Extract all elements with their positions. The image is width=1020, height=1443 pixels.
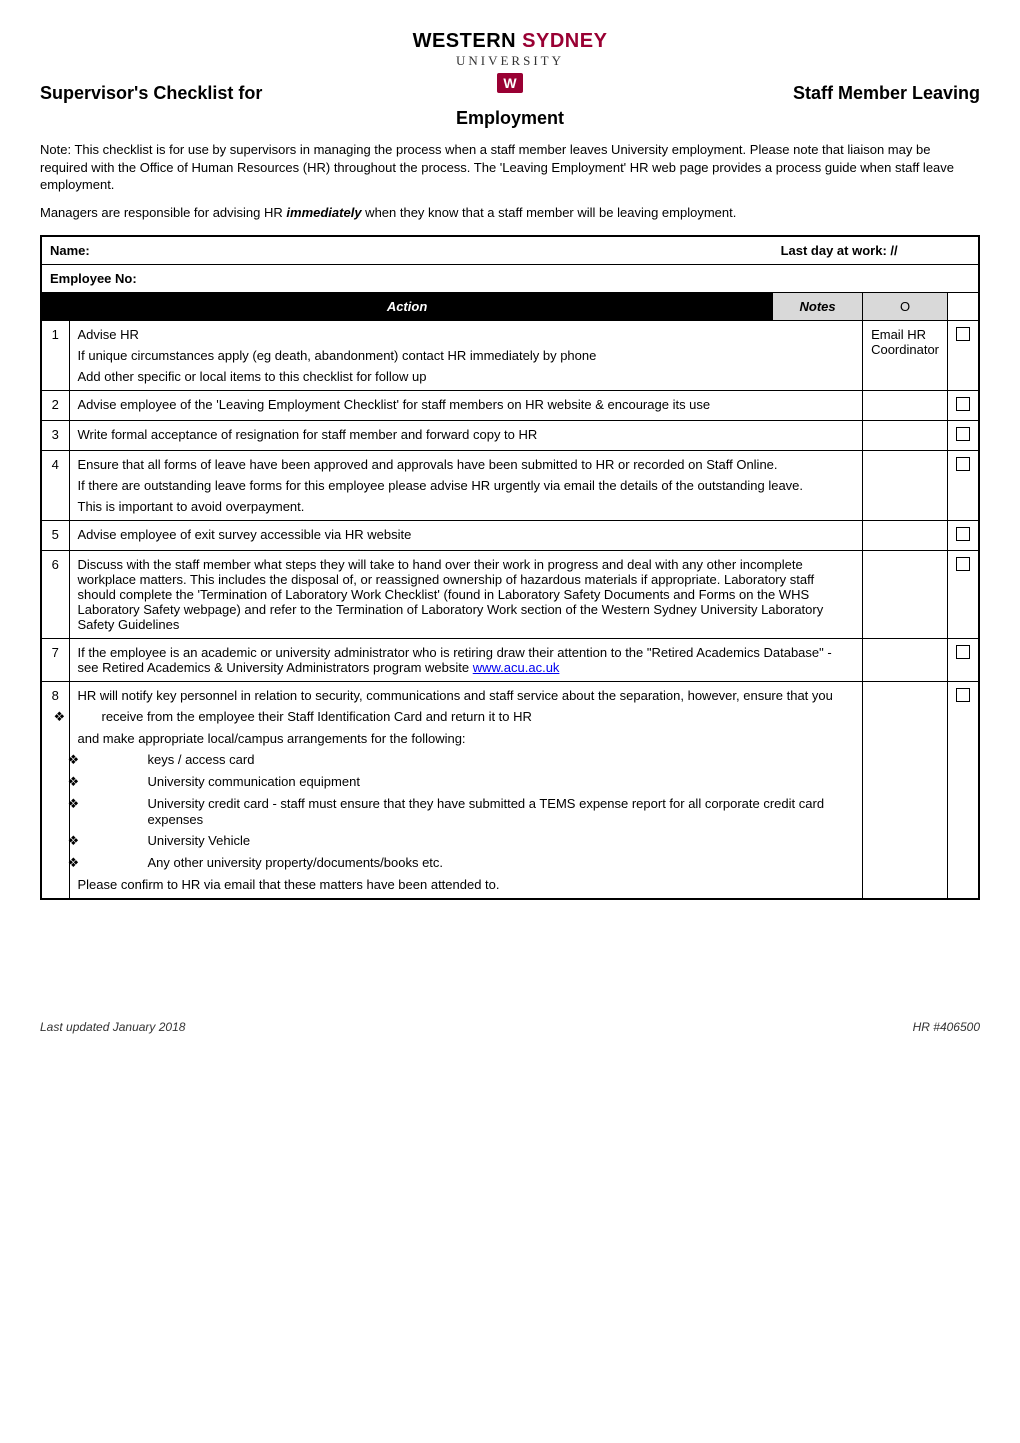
bullet-sub-item: ❖University Vehicle [78, 833, 855, 849]
title-right: Staff Member Leaving [793, 83, 980, 104]
action-cell: Ensure that all forms of leave have been… [69, 451, 863, 521]
action-text: If the employee is an academic or univer… [78, 645, 855, 675]
checkbox-icon[interactable] [956, 557, 970, 571]
bullet-sub-item: ❖keys / access card [78, 752, 855, 768]
action-cell: Advise employee of exit survey accessibl… [69, 521, 863, 551]
check-header: O [863, 293, 948, 321]
table-row: 8HR will notify key personnel in relatio… [41, 682, 979, 900]
action-text: HR will notify key personnel in relation… [78, 688, 855, 703]
table-row: 6Discuss with the staff member what step… [41, 551, 979, 639]
checkbox-cell[interactable] [948, 421, 980, 451]
checkbox-icon[interactable] [956, 397, 970, 411]
lastday-cell[interactable]: Last day at work: // [773, 236, 979, 265]
diamond-bullet-icon: ❖ [78, 709, 102, 725]
action-cell: Write formal acceptance of resignation f… [69, 421, 863, 451]
notes-cell [863, 639, 948, 682]
diamond-bullet-icon: ❖ [108, 774, 148, 790]
action-header: Action [41, 293, 773, 321]
table-row: 7 If the employee is an academic or unive… [41, 639, 979, 682]
intro-p2: Managers are responsible for advising HR… [40, 204, 980, 222]
diamond-bullet-icon: ❖ [108, 833, 148, 849]
footer-left: Last updated January 2018 [40, 1020, 185, 1034]
title-center: Employment [40, 108, 980, 129]
empno-row: Employee No: [41, 265, 979, 293]
page-footer: Last updated January 2018 HR #406500 [40, 1020, 980, 1034]
table-row: 3 Write formal acceptance of resignation … [41, 421, 979, 451]
checkbox-cell[interactable] [948, 451, 980, 521]
external-link[interactable]: www.acu.ac.uk [473, 660, 560, 675]
action-text: Ensure that all forms of leave have been… [78, 457, 855, 472]
action-cell: HR will notify key personnel in relation… [69, 682, 863, 900]
checkbox-icon[interactable] [956, 427, 970, 441]
row-number: 5 [41, 521, 69, 551]
notes-cell [863, 521, 948, 551]
action-text: Add other specific or local items to thi… [78, 369, 855, 384]
row-number: 6 [41, 551, 69, 639]
row-number: 3 [41, 421, 69, 451]
logo-line1: WESTERN SYDNEY [40, 30, 980, 53]
action-text: Advise HR [78, 327, 855, 342]
intro-p1: Note: This checklist is for use by super… [40, 141, 980, 194]
checkbox-icon[interactable] [956, 645, 970, 659]
action-cell: If the employee is an academic or univer… [69, 639, 863, 682]
action-cell: Discuss with the staff member what steps… [69, 551, 863, 639]
logo-university: UNIVERSITY [40, 53, 980, 69]
header-row: Action Notes O [41, 293, 979, 321]
name-row: Name: Last day at work: // [41, 236, 979, 265]
logo-western: WESTERN [413, 30, 523, 52]
bullet-item: ❖receive from the employee their Staff I… [78, 709, 855, 725]
table-row: 5 Advise employee of exit survey accessib… [41, 521, 979, 551]
checkbox-cell[interactable] [948, 521, 980, 551]
checkbox-icon[interactable] [956, 527, 970, 541]
checkbox-icon[interactable] [956, 457, 970, 471]
notes-cell [863, 451, 948, 521]
row-number: 7 [41, 639, 69, 682]
bullet-sub-item: ❖University credit card - staff must ens… [78, 796, 855, 827]
action-cell: Advise HR If unique circumstances apply (… [69, 321, 863, 391]
checkbox-icon[interactable] [956, 327, 970, 341]
table-row: 4 Ensure that all forms of leave have bee… [41, 451, 979, 521]
notes-cell [863, 391, 948, 421]
action-text: Advise employee of the 'Leaving Employme… [78, 397, 855, 412]
table-row: 1 Advise HR If unique circumstances apply … [41, 321, 979, 391]
action-text: Please confirm to HR via email that thes… [78, 877, 855, 892]
diamond-bullet-icon: ❖ [108, 796, 148, 812]
action-text: and make appropriate local/campus arrang… [78, 731, 855, 746]
action-text: Write formal acceptance of resignation f… [78, 427, 855, 442]
logo-sydney: SYDNEY [522, 30, 607, 52]
checkbox-cell[interactable] [948, 321, 980, 391]
checklist-table: Name: Last day at work: // Employee No: … [40, 235, 980, 900]
diamond-bullet-icon: ❖ [108, 752, 148, 768]
diamond-bullet-icon: ❖ [108, 855, 148, 871]
intro-block: Note: This checklist is for use by super… [40, 141, 980, 221]
action-text: If unique circumstances apply (eg death,… [78, 348, 855, 363]
bullet-sub-item: ❖Any other university property/documents… [78, 855, 855, 871]
notes-cell [863, 421, 948, 451]
checkbox-cell[interactable] [948, 682, 980, 900]
logo-badge: W [497, 73, 522, 93]
bullet-sub-item: ❖University communication equipment [78, 774, 855, 790]
action-text: If there are outstanding leave forms for… [78, 478, 855, 493]
notes-cell [863, 682, 948, 900]
empno-cell[interactable]: Employee No: [41, 265, 979, 293]
action-text: Discuss with the staff member what steps… [78, 557, 855, 632]
checkbox-cell[interactable] [948, 551, 980, 639]
checkbox-cell[interactable] [948, 391, 980, 421]
checkbox-icon[interactable] [956, 688, 970, 702]
action-cell: Advise employee of the 'Leaving Employme… [69, 391, 863, 421]
notes-cell: Email HR Coordinator [863, 321, 948, 391]
row-number: 4 [41, 451, 69, 521]
table-row: 2 Advise employee of the 'Leaving Employm… [41, 391, 979, 421]
row-number: 2 [41, 391, 69, 421]
action-text: Advise employee of exit survey accessibl… [78, 527, 855, 542]
notes-header: Notes [773, 293, 863, 321]
notes-cell [863, 551, 948, 639]
checkbox-cell[interactable] [948, 639, 980, 682]
action-text: This is important to avoid overpayment. [78, 499, 855, 514]
title-left: Supervisor's Checklist for [40, 83, 262, 104]
row-number: 1 [41, 321, 69, 391]
name-cell[interactable]: Name: [41, 236, 773, 265]
footer-right: HR #406500 [913, 1020, 980, 1034]
